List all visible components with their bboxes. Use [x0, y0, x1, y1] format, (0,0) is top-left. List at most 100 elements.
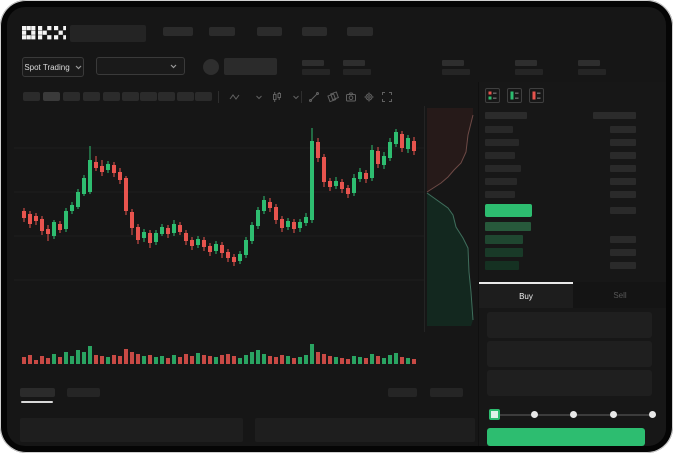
depth-asks-area [427, 108, 473, 192]
bottom-action-button[interactable] [430, 388, 463, 397]
chevron-down-icon[interactable] [253, 91, 265, 103]
slider-stop[interactable] [570, 411, 577, 418]
timeframe-button[interactable] [43, 92, 60, 101]
tab-buy[interactable]: Buy [479, 282, 573, 308]
amount-slider[interactable] [489, 409, 656, 420]
nav-item-placeholder[interactable] [257, 27, 282, 36]
ask-price-cell[interactable] [485, 126, 513, 133]
candle-body [298, 222, 302, 228]
bid-price-cell[interactable] [485, 222, 531, 231]
candle-body [220, 245, 224, 253]
camera-icon[interactable] [345, 91, 357, 103]
slider-stop[interactable] [531, 411, 538, 418]
fullscreen-icon[interactable] [381, 91, 393, 103]
tab-sell[interactable]: Sell [573, 282, 666, 308]
candle-body [286, 221, 290, 227]
timeframe-button[interactable] [195, 92, 212, 101]
book-bids-icon[interactable] [507, 88, 522, 103]
bottom-action-button[interactable] [388, 388, 417, 397]
volume-bar [406, 358, 410, 364]
timeframe-button[interactable] [83, 92, 100, 101]
candle-body [310, 141, 314, 220]
bid-price-cell[interactable] [485, 235, 523, 244]
timeframe-button[interactable] [177, 92, 194, 101]
bid-price-cell[interactable] [485, 248, 523, 257]
volume-bar [22, 357, 26, 364]
last-price-badge [485, 204, 532, 217]
pair-selector-dropdown[interactable] [96, 57, 185, 75]
toolbar-divider [301, 91, 302, 103]
ask-price-cell[interactable] [485, 139, 519, 146]
slider-stop[interactable] [649, 411, 656, 418]
volume-bar [340, 358, 344, 364]
volume-bar [220, 355, 224, 364]
volume-bar [94, 355, 98, 364]
book-asks-icon[interactable] [529, 88, 544, 103]
candle-body [316, 142, 320, 158]
candle-body [118, 172, 122, 180]
candle-body [226, 252, 230, 258]
volume-bar [352, 356, 356, 364]
volume-bar [256, 350, 260, 364]
timeframe-button[interactable] [158, 92, 175, 101]
candle-body [76, 192, 80, 207]
candle-body [148, 233, 152, 243]
total-input[interactable] [487, 370, 652, 396]
volume-bar [382, 358, 386, 364]
candle-body [388, 142, 392, 158]
slider-handle[interactable] [489, 409, 500, 420]
timeframe-button[interactable] [23, 92, 40, 101]
ask-price-cell[interactable] [485, 152, 515, 159]
volume-bar [322, 354, 326, 364]
volume-bar [106, 357, 110, 364]
timeframe-button[interactable] [63, 92, 80, 101]
nav-item-placeholder[interactable] [209, 27, 235, 36]
candle-body [292, 222, 296, 229]
volume-bar [184, 354, 188, 364]
candle-style-icon[interactable] [271, 91, 283, 103]
timeframe-button[interactable] [140, 92, 157, 101]
book-combined-icon[interactable] [485, 88, 500, 103]
ask-price-cell[interactable] [485, 165, 521, 172]
line-tool-icon[interactable] [308, 91, 320, 103]
depth-chart[interactable] [424, 106, 478, 332]
ask-price-cell[interactable] [485, 178, 517, 185]
buy-tab-label: Buy [519, 291, 533, 301]
timeframe-button[interactable] [122, 92, 139, 101]
bottom-tab-orders[interactable] [20, 388, 55, 397]
header-search-placeholder[interactable] [70, 25, 146, 42]
bottom-tab-history[interactable] [67, 388, 100, 397]
volume-bar [316, 352, 320, 364]
amount-input[interactable] [487, 341, 652, 367]
nav-item-placeholder[interactable] [347, 27, 373, 36]
pair-name-placeholder [224, 58, 277, 75]
ask-amount-cell [610, 126, 636, 133]
market-type-selector[interactable]: Spot Trading [22, 57, 84, 77]
volume-bar [34, 360, 38, 364]
price-input[interactable] [487, 312, 652, 338]
timeframe-button[interactable] [103, 92, 120, 101]
wave-indicator-icon[interactable] [229, 91, 241, 103]
settings-gear-icon[interactable] [363, 91, 375, 103]
candlestick-chart[interactable] [14, 104, 424, 368]
coin-icon [203, 59, 219, 75]
bid-price-cell[interactable] [485, 261, 519, 270]
slider-stop[interactable] [610, 411, 617, 418]
volume-bar [364, 358, 368, 364]
bid-amount-cell [610, 249, 636, 256]
volume-bar [136, 354, 140, 364]
volume-bar [268, 356, 272, 364]
ask-amount-cell [610, 178, 636, 185]
ask-price-cell[interactable] [485, 191, 515, 198]
candle-body [376, 151, 380, 164]
volume-bar [172, 355, 176, 364]
chevron-down-icon[interactable] [290, 91, 302, 103]
nav-item-placeholder[interactable] [302, 27, 327, 36]
buy-submit-button[interactable] [487, 428, 645, 446]
candle-body [82, 178, 86, 194]
candle-body [334, 181, 338, 186]
layers-icon[interactable] [327, 91, 339, 103]
depth-bids-area [427, 193, 473, 326]
nav-item-placeholder[interactable] [163, 27, 193, 36]
candle-body [412, 141, 416, 151]
